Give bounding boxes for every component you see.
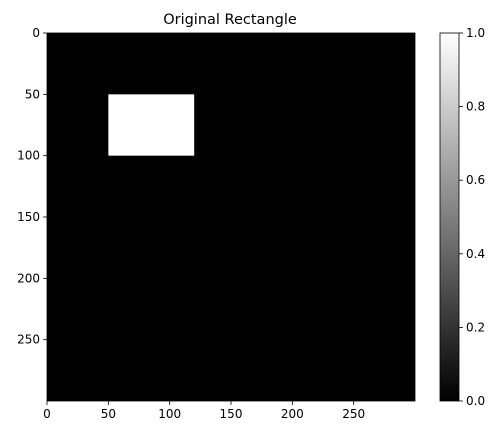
colorbar-gradient bbox=[440, 33, 459, 401]
colorbar-frame bbox=[439, 32, 460, 402]
x-tick-label: 50 bbox=[101, 407, 116, 421]
y-tick-label: 200 bbox=[17, 271, 40, 285]
y-tick-label: 50 bbox=[25, 87, 40, 101]
colorbar-tick-label: 0.0 bbox=[466, 394, 485, 408]
image-background bbox=[47, 33, 415, 401]
colorbar-tick-label: 1.0 bbox=[466, 26, 485, 40]
colorbar-tick-label: 0.4 bbox=[466, 247, 485, 261]
plot-area: 0 50 100 150 200 250 0 50 100 150 200 250 bbox=[17, 26, 416, 421]
y-tick-label: 0 bbox=[32, 26, 40, 40]
x-tick-label: 150 bbox=[220, 407, 243, 421]
white-rectangle bbox=[108, 94, 195, 156]
colorbar: 0.0 0.2 0.4 0.6 0.8 1.0 bbox=[439, 26, 485, 408]
x-tick-label: 100 bbox=[158, 407, 181, 421]
colorbar-tick-label: 0.8 bbox=[466, 100, 485, 114]
colorbar-tick-label: 0.6 bbox=[466, 173, 485, 187]
y-tick-label: 250 bbox=[17, 333, 40, 347]
colorbar-tick-label: 0.2 bbox=[466, 320, 485, 334]
y-tick-label: 100 bbox=[17, 149, 40, 163]
x-tick-label: 0 bbox=[43, 407, 51, 421]
x-tick-label: 200 bbox=[281, 407, 304, 421]
y-tick-label: 150 bbox=[17, 210, 40, 224]
x-tick-label: 250 bbox=[342, 407, 365, 421]
chart-title: Original Rectangle bbox=[163, 12, 297, 28]
